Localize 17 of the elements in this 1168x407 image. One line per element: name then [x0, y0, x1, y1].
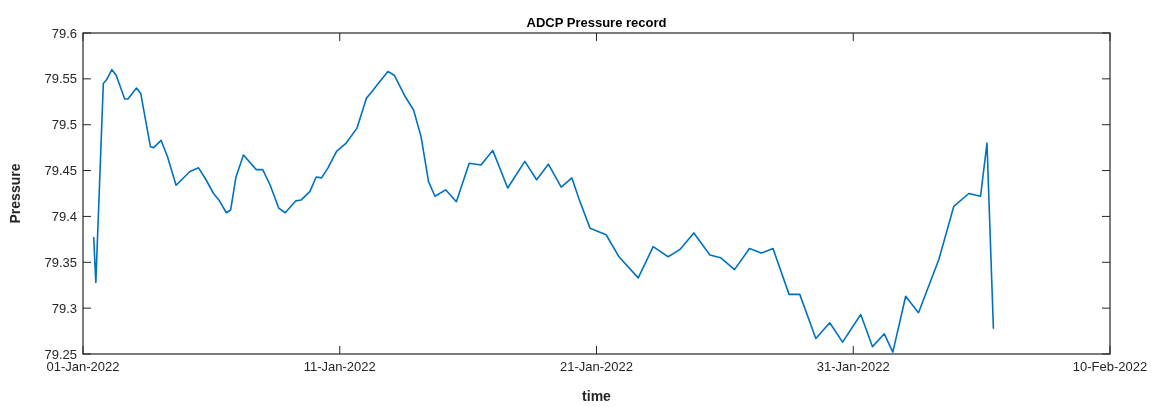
y-tick-label: 79.45 [44, 163, 77, 179]
line-series [92, 68, 995, 353]
y-tick-label: 79.25 [44, 346, 77, 362]
chart-title: ADCP Pressure record [526, 15, 667, 30]
x-tick-label: 10-Feb-2022 [1072, 359, 1148, 374]
y-tick-label: 79.6 [51, 25, 77, 41]
x-tick-label: 11-Jan-2022 [303, 359, 376, 374]
y-tick-label: 79.3 [51, 300, 77, 316]
y-tick-label: 79.5 [51, 117, 77, 133]
x-tick-label: 21-Jan-2022 [560, 359, 633, 374]
y-tick-label: 79.55 [44, 71, 77, 87]
y-axis-title: Pressure [7, 163, 23, 224]
y-tick-label: 79.4 [51, 208, 77, 224]
x-axis-title: time [582, 388, 612, 404]
x-tick-label: 01-Jan-2022 [46, 359, 120, 374]
x-tick-label: 31-Jan-2022 [816, 359, 890, 374]
y-tick-label: 79.35 [44, 254, 77, 270]
